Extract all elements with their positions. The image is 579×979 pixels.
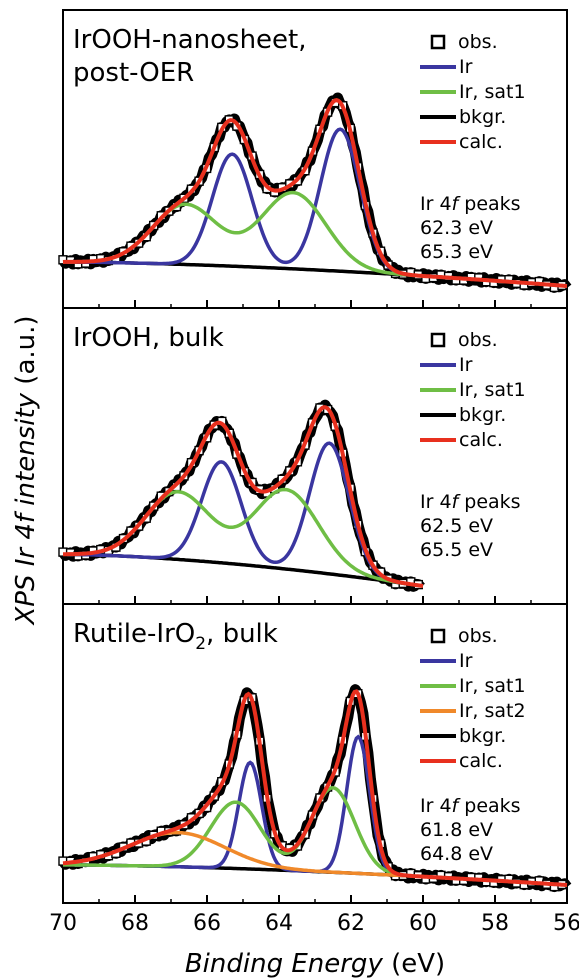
legend-marker-obs bbox=[430, 628, 446, 644]
legend: obs. Ir Ir, sat1 bkgr. calc. bbox=[420, 329, 526, 451]
peak-value: 62.5 eV bbox=[420, 515, 493, 537]
calc-line bbox=[63, 405, 424, 588]
legend-label: Ir, sat1 bbox=[459, 81, 526, 103]
legend: obs. Ir Ir, sat1 Ir, sat2 bkgr. calc. bbox=[420, 625, 526, 772]
x-tick-label: 62 bbox=[337, 911, 365, 936]
legend-label: bkgr. bbox=[459, 725, 506, 747]
peak-value: 65.5 eV bbox=[420, 539, 493, 561]
peaks-label: Ir 4f peaks bbox=[420, 795, 521, 817]
x-tick-label: 60 bbox=[409, 911, 437, 936]
calc-line bbox=[62, 689, 568, 887]
legend-label: obs. bbox=[458, 329, 498, 351]
panel-title: Rutile-IrO2, bulk bbox=[73, 619, 278, 654]
x-tick-label: 58 bbox=[481, 911, 509, 936]
legend: obs. Ir Ir, sat1 bkgr. calc. bbox=[420, 31, 526, 153]
legend-label: bkgr. bbox=[459, 106, 506, 128]
peak-value: 62.3 eV bbox=[420, 217, 493, 239]
x-tick-label: 56 bbox=[553, 911, 579, 936]
x-tick-label: 64 bbox=[265, 911, 293, 936]
panel-title: IrOOH-nanosheet, post-OER bbox=[73, 25, 307, 88]
legend-label: Ir bbox=[459, 56, 473, 78]
legend-label: calc. bbox=[459, 131, 503, 153]
peak-value: 65.3 eV bbox=[420, 241, 493, 263]
peaks-label: Ir 4f peaks bbox=[420, 491, 521, 513]
panel-title: IrOOH, bulk bbox=[73, 323, 224, 353]
legend-label: Ir, sat2 bbox=[459, 700, 526, 722]
panel-3: Rutile-IrO2, bulk obs. Ir Ir, sat1 Ir, sat2 b… bbox=[58, 603, 572, 904]
panel-1: IrOOH-nanosheet, post-OER obs. Ir Ir, sat1 bk… bbox=[58, 9, 572, 309]
legend-label: Ir bbox=[459, 650, 473, 672]
legend-label: Ir, sat1 bbox=[459, 675, 526, 697]
x-tick-label: 66 bbox=[193, 911, 221, 936]
legend-label: obs. bbox=[458, 31, 498, 53]
peak-value: 61.8 eV bbox=[420, 819, 493, 841]
y-axis-label: XPS Ir 4f intensity (a.u.) bbox=[11, 315, 41, 626]
legend-label: Ir bbox=[459, 354, 473, 376]
x-tick-label: 70 bbox=[49, 911, 77, 936]
peaks-label: Ir 4f peaks bbox=[420, 193, 521, 215]
peak-value: 64.8 eV bbox=[420, 843, 493, 865]
legend-label: bkgr. bbox=[459, 404, 506, 426]
legend-label: Ir, sat1 bbox=[459, 379, 526, 401]
x-tick-label: 68 bbox=[121, 911, 149, 936]
legend-marker-obs bbox=[430, 332, 446, 348]
panel-2: IrOOH, bulk obs. Ir Ir, sat1 bkgr. calc. Ir 4f… bbox=[58, 307, 568, 605]
calc-line bbox=[62, 98, 568, 288]
legend-label: calc. bbox=[459, 750, 503, 772]
x-axis-label: Binding Energy (eV) bbox=[185, 949, 445, 979]
legend-marker-obs bbox=[430, 34, 446, 50]
legend-label: calc. bbox=[459, 429, 503, 451]
legend-label: obs. bbox=[458, 625, 498, 647]
